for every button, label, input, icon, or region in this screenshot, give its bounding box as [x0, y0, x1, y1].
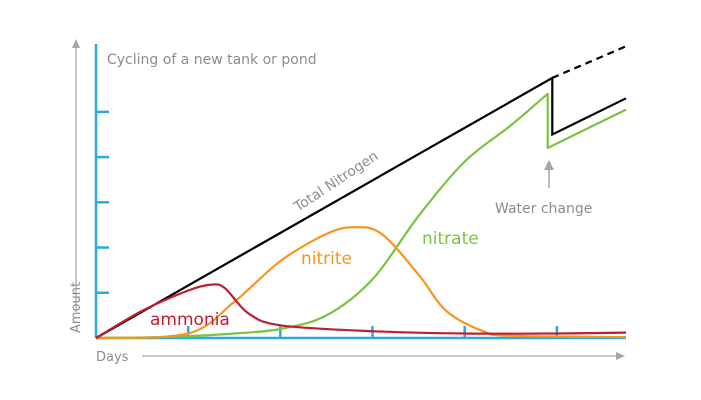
y-axis-label: Amount [69, 282, 84, 333]
total-nitrogen-line-segment-1 [95, 76, 627, 339]
total-nitrogen-line-segment-2 [551, 45, 627, 79]
chart-title: Cycling of a new tank or pond [107, 52, 317, 68]
y-ticks [95, 110, 109, 295]
ammonia-label: ammonia [150, 310, 230, 330]
water-change-label: Water change [495, 201, 592, 217]
nitrite-label: nitrite [301, 249, 352, 269]
x-axis-label: Days [96, 350, 129, 365]
series-layer [95, 45, 627, 340]
water-change-arrow [544, 160, 554, 188]
y-direction-arrow [72, 39, 80, 312]
x-direction-arrow [142, 352, 625, 360]
ammonia-line [95, 283, 627, 339]
nitrate-line [95, 92, 627, 340]
nitrate-label: nitrate [422, 229, 479, 249]
